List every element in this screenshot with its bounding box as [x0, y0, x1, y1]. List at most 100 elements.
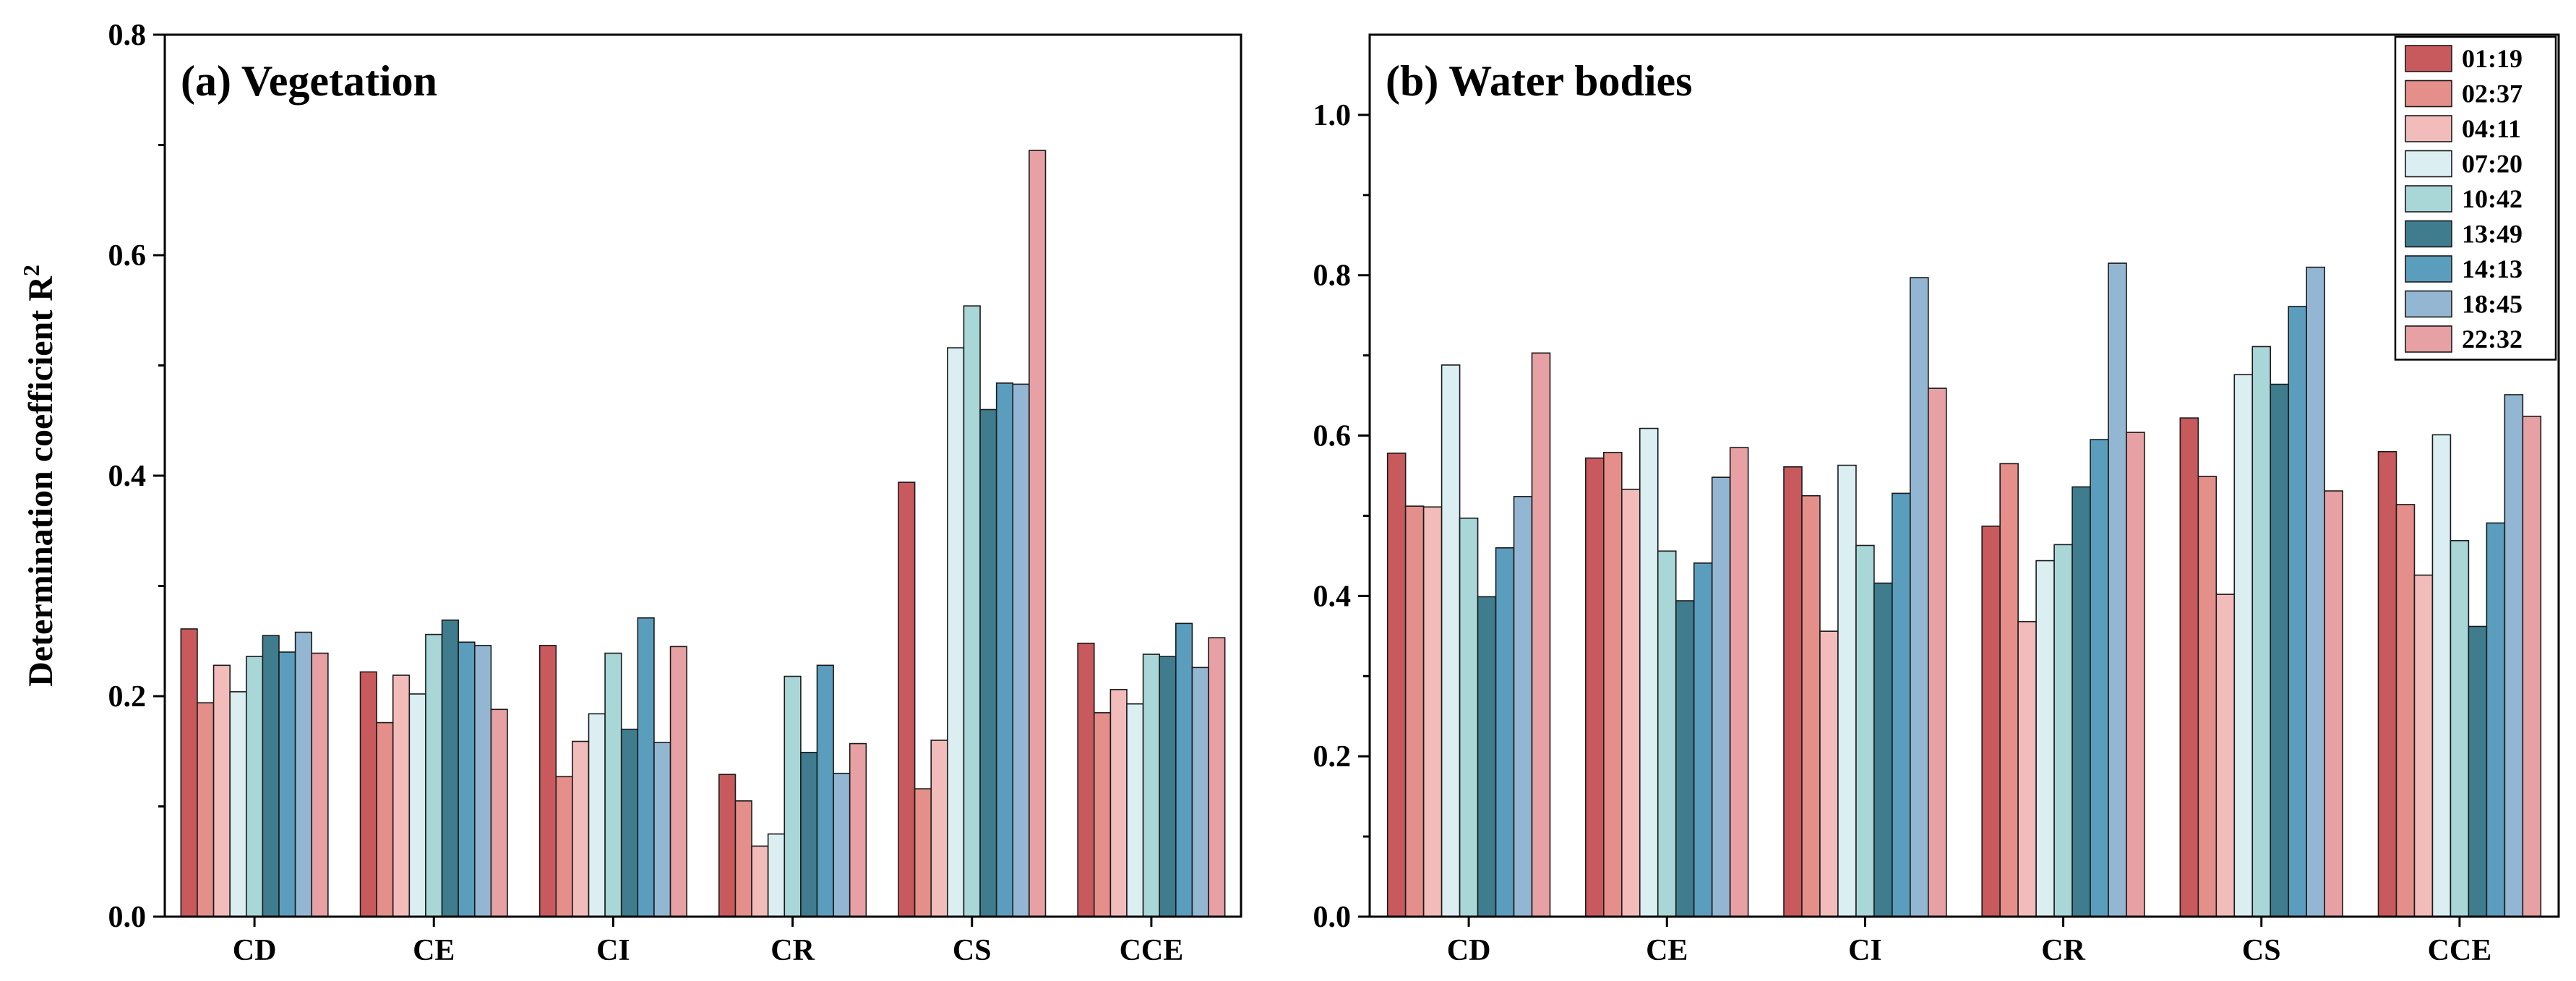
- panel-a-bars: [180, 150, 1226, 917]
- bar-cr-1413: [2090, 439, 2109, 917]
- bar-cd-0411: [212, 664, 231, 917]
- panel-b-x-ticks: CD CE CI CR CS CCE: [1447, 917, 2492, 967]
- y-tick-label: 0.4: [1313, 580, 1352, 613]
- bar-cce-1413: [1175, 622, 1193, 917]
- bar-cd-0237: [1404, 505, 1425, 917]
- y-tick-label: 0.6: [108, 239, 147, 273]
- bar-cd-2232: [311, 652, 329, 917]
- bar-ce-1845: [473, 645, 492, 917]
- x-tick-label: CI: [596, 934, 630, 967]
- bar-ci-0720: [588, 713, 606, 917]
- bar-ci-2232: [669, 646, 687, 917]
- y-tick-label: 0.2: [108, 680, 147, 714]
- x-tick-label: CE: [1646, 934, 1688, 967]
- legend-swatch: [2405, 255, 2452, 283]
- bar-cce-0411: [1109, 689, 1128, 917]
- bar-cs-1349: [2270, 383, 2290, 917]
- bar-cce-1042: [1142, 654, 1161, 917]
- x-tick-label: CS: [2242, 934, 2281, 967]
- bar-ci-1042: [1855, 544, 1875, 917]
- legend-entry: 02:37: [2462, 80, 2523, 108]
- bar-cr-0411: [751, 845, 769, 917]
- bar-cd-0720: [229, 691, 247, 917]
- bar-cs-0237: [914, 788, 932, 917]
- bar-cr-0720: [2035, 560, 2055, 917]
- bar-cce-0720: [2431, 434, 2452, 917]
- bar-ci-1845: [653, 742, 671, 917]
- bar-cce-0119: [1077, 642, 1095, 917]
- bar-cd-0237: [197, 702, 215, 917]
- legend-entry: 22:32: [2462, 325, 2523, 354]
- bar-cd-1042: [1459, 517, 1479, 917]
- legend-entry: 13:49: [2462, 220, 2523, 249]
- bar-cr-1845: [2108, 262, 2127, 917]
- bar-ce-1413: [458, 641, 476, 917]
- bar-ci-1349: [620, 728, 639, 917]
- y-tick-label: 0.4: [108, 460, 147, 493]
- bar-ce-1042: [1657, 550, 1677, 917]
- bar-cd-1845: [294, 631, 313, 917]
- panel-b-axes-frame: [1368, 33, 2560, 918]
- bar-cr-2232: [2126, 432, 2145, 917]
- legend-swatch: [2405, 325, 2452, 353]
- bar-ci-0237: [1801, 494, 1821, 917]
- bar-cce-2232: [2522, 416, 2542, 917]
- y-axis-label-text: Determination coefficient R: [22, 275, 60, 687]
- bar-cd-0119: [180, 628, 198, 917]
- bar-ce-1845: [1711, 476, 1731, 917]
- bar-cs-0720: [947, 347, 965, 917]
- bar-cs-1042: [963, 305, 981, 917]
- panel-water-bodies: 0.0 0.2 0.4 0.6 0.8 1.0 CD CE CI CR CS CCE (b) Wat…: [1313, 33, 2560, 967]
- bar-cs-1042: [2251, 346, 2272, 917]
- y-tick-label: 1.0: [1313, 99, 1352, 132]
- bar-ce-0411: [1621, 489, 1641, 917]
- bar-ci-0119: [538, 645, 557, 917]
- bar-ci-1042: [604, 652, 622, 917]
- bar-cr-0119: [718, 774, 737, 917]
- bar-cs-0411: [930, 740, 948, 917]
- y-tick-label: 0.8: [108, 19, 147, 52]
- x-tick-label: CE: [413, 934, 455, 967]
- bar-cs-2232: [2324, 490, 2343, 917]
- bar-ce-2232: [1729, 447, 1749, 917]
- bar-cce-1845: [1191, 667, 1209, 917]
- bar-cce-1349: [2468, 625, 2488, 917]
- legend-entry: 01:19: [2462, 44, 2523, 73]
- bar-cce-0720: [1126, 703, 1144, 917]
- bar-cs-0411: [2215, 594, 2236, 917]
- bar-cce-1349: [1159, 656, 1177, 917]
- x-tick-label: CI: [1848, 934, 1882, 967]
- bar-cs-1413: [2288, 306, 2307, 917]
- legend-swatch: [2405, 115, 2452, 142]
- bar-ci-0411: [572, 740, 590, 917]
- bar-cd-0720: [1441, 364, 1461, 917]
- bar-cr-1349: [2071, 486, 2091, 917]
- bar-cs-0119: [2179, 417, 2199, 917]
- y-tick-label: 0.8: [1313, 260, 1352, 293]
- bar-ce-0119: [359, 671, 377, 917]
- y-tick-label: 0.2: [1313, 740, 1352, 774]
- bar-ce-0119: [1585, 457, 1605, 917]
- legend-entry: 18:45: [2462, 290, 2523, 319]
- legend-entry: 14:13: [2462, 254, 2523, 283]
- x-tick-label: CCE: [2428, 934, 2492, 967]
- bar-cd-1349: [1477, 596, 1497, 917]
- bar-cd-0119: [1386, 453, 1407, 917]
- bar-ci-1413: [637, 617, 655, 917]
- bar-cs-1845: [1012, 383, 1030, 917]
- legend-swatch: [2405, 80, 2452, 108]
- panel-a-x-ticks: CD CE CI CR CS CCE: [233, 917, 1183, 967]
- panel-a-title: (a) Vegetation: [181, 57, 437, 105]
- bar-ci-0119: [1783, 466, 1803, 917]
- panel-vegetation: 0.0 0.2 0.4 0.6 0.8 CD CE CI CR CS CCE (a) Vegeta…: [18, 19, 1242, 967]
- bar-cr-1845: [833, 772, 851, 917]
- bar-ce-0237: [1603, 452, 1623, 917]
- x-tick-label: CD: [233, 934, 277, 967]
- legend-entry: 10:42: [2462, 184, 2523, 213]
- bar-ci-1845: [1910, 277, 1929, 917]
- bar-cr-1042: [783, 675, 802, 917]
- y-tick-label: 0.0: [108, 901, 147, 934]
- bar-cs-1349: [979, 408, 997, 917]
